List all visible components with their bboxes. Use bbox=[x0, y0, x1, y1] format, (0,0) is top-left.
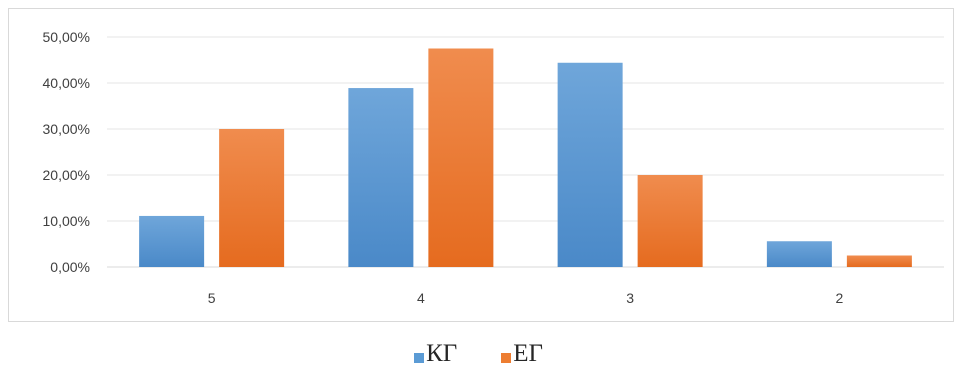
x-tick-label: 4 bbox=[417, 290, 425, 306]
y-tick-label: 30,00% bbox=[43, 121, 90, 137]
legend: КГ ЕГ bbox=[0, 340, 957, 368]
bar-kg-5 bbox=[139, 215, 205, 267]
bar-eg-3 bbox=[637, 175, 703, 267]
bar-eg-5 bbox=[219, 129, 285, 267]
y-tick-label: 40,00% bbox=[43, 75, 90, 91]
bar-kg-3 bbox=[557, 62, 623, 268]
bar-kg-4 bbox=[348, 88, 414, 267]
legend-item-kg: КГ bbox=[414, 340, 457, 368]
bar-chart: 0,00% 10,00% 20,00% 30,00% 40,00% 50,00% 5 4 3 2 bbox=[43, 29, 944, 306]
bar-kg-2 bbox=[766, 241, 832, 267]
legend-label-kg: КГ bbox=[426, 340, 458, 367]
y-tick-label: 20,00% bbox=[43, 167, 90, 183]
x-tick-label: 3 bbox=[626, 290, 634, 306]
legend-swatch-eg bbox=[501, 353, 512, 363]
y-tick-label: 10,00% bbox=[43, 213, 90, 229]
legend-swatch-kg bbox=[414, 353, 425, 363]
legend-item-eg: ЕГ bbox=[501, 340, 543, 368]
y-tick-label: 50,00% bbox=[43, 29, 90, 45]
y-tick-label: 0,00% bbox=[50, 259, 90, 275]
bar-eg-4 bbox=[428, 48, 494, 267]
legend-label-eg: ЕГ bbox=[513, 340, 543, 367]
x-tick-label: 2 bbox=[835, 290, 843, 306]
x-tick-label: 5 bbox=[208, 290, 216, 306]
bar-eg-2 bbox=[846, 255, 912, 267]
